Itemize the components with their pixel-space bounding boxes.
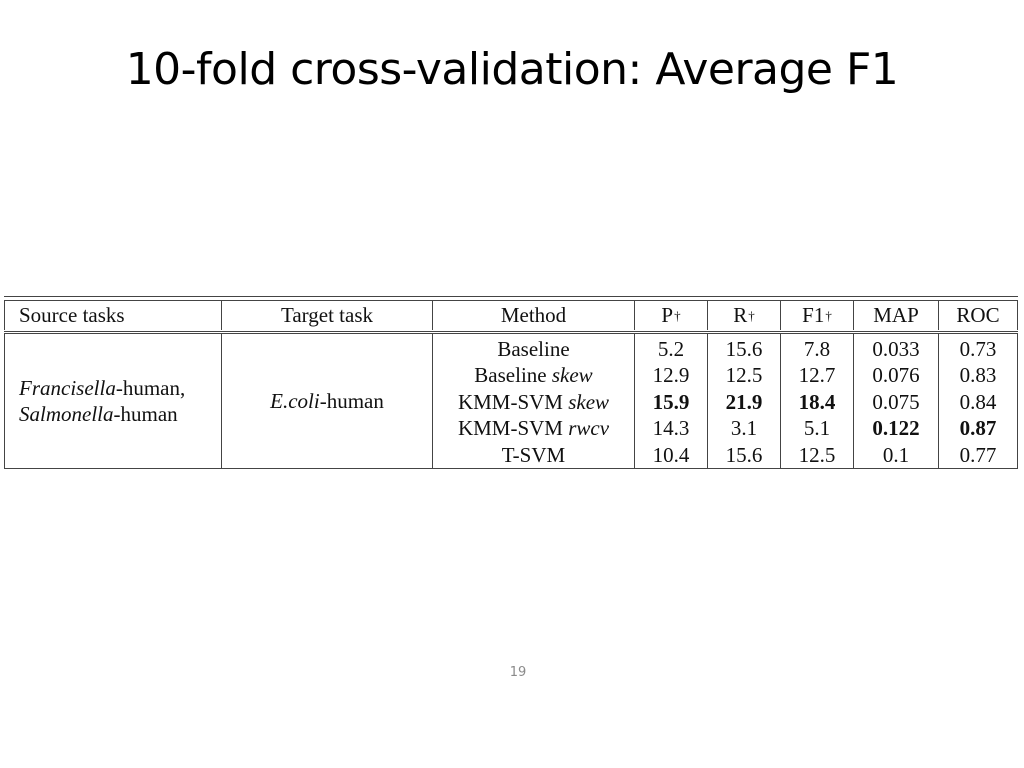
p-cell: 5.2 — [657, 337, 685, 362]
cell-target-task: E.coli-human — [221, 334, 432, 468]
table-header: Source tasks Target task Method P † R † F1… — [4, 296, 1018, 332]
map-cell: 0.076 — [872, 363, 920, 388]
header-source-tasks: Source tasks — [4, 301, 221, 330]
roc-cell: 0.73 — [959, 337, 997, 362]
f1-cell: 12.5 — [798, 442, 836, 467]
header-method: Method — [432, 301, 634, 330]
header-roc: ROC — [938, 301, 1018, 330]
col-f1: 7.8 12.7 18.4 5.1 12.5 — [780, 334, 853, 468]
method-cell: KMM-SVM rwcv — [457, 416, 610, 441]
page-number: 19 — [509, 665, 527, 680]
f1-cell: 18.4 — [798, 389, 836, 414]
r-cell: 3.1 — [730, 416, 758, 441]
p-cell: 14.3 — [652, 416, 690, 441]
map-cell: 0.122 — [872, 416, 920, 441]
col-map: 0.033 0.076 0.075 0.122 0.1 — [853, 334, 938, 468]
method-cell: Baseline — [497, 337, 570, 362]
p-cell: 12.9 — [652, 363, 690, 388]
p-cell: 10.4 — [652, 442, 690, 467]
header-f1: F1 † — [780, 301, 853, 330]
map-cell: 0.1 — [882, 442, 910, 467]
header-target-task: Target task — [221, 301, 432, 330]
p-cell: 15.9 — [652, 389, 690, 414]
col-p: 5.2 12.9 15.9 14.3 10.4 — [634, 334, 707, 468]
cell-source-tasks: Francisella-human, Salmonella-human — [4, 334, 221, 468]
f1-cell: 12.7 — [798, 363, 836, 388]
col-method: Baseline Baseline skew KMM-SVM skew KMM-… — [432, 334, 634, 468]
slide-title: 10-fold cross-validation: Average F1 — [125, 44, 899, 95]
f1-cell: 5.1 — [803, 416, 831, 441]
r-cell: 15.6 — [725, 442, 763, 467]
roc-cell: 0.84 — [959, 389, 997, 414]
results-table: Source tasks Target task Method P † R † F1… — [4, 296, 1018, 469]
roc-cell: 0.87 — [959, 416, 997, 441]
col-r: 15.6 12.5 21.9 3.1 15.6 — [707, 334, 780, 468]
map-cell: 0.075 — [872, 389, 920, 414]
map-cell: 0.033 — [872, 337, 920, 362]
r-cell: 15.6 — [725, 337, 763, 362]
r-cell: 21.9 — [725, 389, 763, 414]
col-roc: 0.73 0.83 0.84 0.87 0.77 — [938, 334, 1018, 468]
method-cell: KMM-SVM skew — [457, 389, 610, 414]
method-cell: T-SVM — [501, 442, 566, 467]
roc-cell: 0.83 — [959, 363, 997, 388]
table-body: Francisella-human, Salmonella-human E.co… — [4, 333, 1018, 469]
header-r: R † — [707, 301, 780, 330]
method-cell: Baseline skew — [474, 363, 593, 388]
header-map: MAP — [853, 301, 938, 330]
f1-cell: 7.8 — [803, 337, 831, 362]
r-cell: 12.5 — [725, 363, 763, 388]
header-p: P † — [634, 301, 707, 330]
roc-cell: 0.77 — [959, 442, 997, 467]
